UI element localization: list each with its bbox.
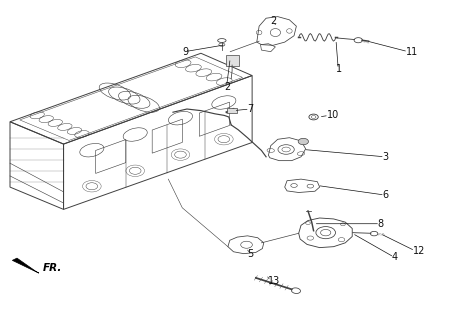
Text: FR.: FR. — [42, 263, 62, 273]
Text: 8: 8 — [378, 219, 384, 229]
Text: 13: 13 — [269, 276, 281, 286]
Text: 10: 10 — [326, 110, 339, 120]
Text: 5: 5 — [248, 249, 254, 259]
Ellipse shape — [298, 138, 309, 145]
Text: 12: 12 — [413, 246, 425, 256]
Text: 9: 9 — [182, 47, 188, 57]
Text: 1: 1 — [336, 64, 342, 74]
Text: 7: 7 — [248, 104, 254, 114]
Text: 2: 2 — [224, 82, 230, 92]
FancyBboxPatch shape — [226, 108, 237, 114]
Text: 11: 11 — [406, 47, 418, 57]
Text: 4: 4 — [392, 252, 398, 262]
Text: 3: 3 — [382, 152, 389, 162]
FancyBboxPatch shape — [226, 55, 239, 66]
Text: 6: 6 — [382, 190, 389, 200]
Polygon shape — [12, 258, 39, 273]
Text: 2: 2 — [271, 16, 277, 27]
